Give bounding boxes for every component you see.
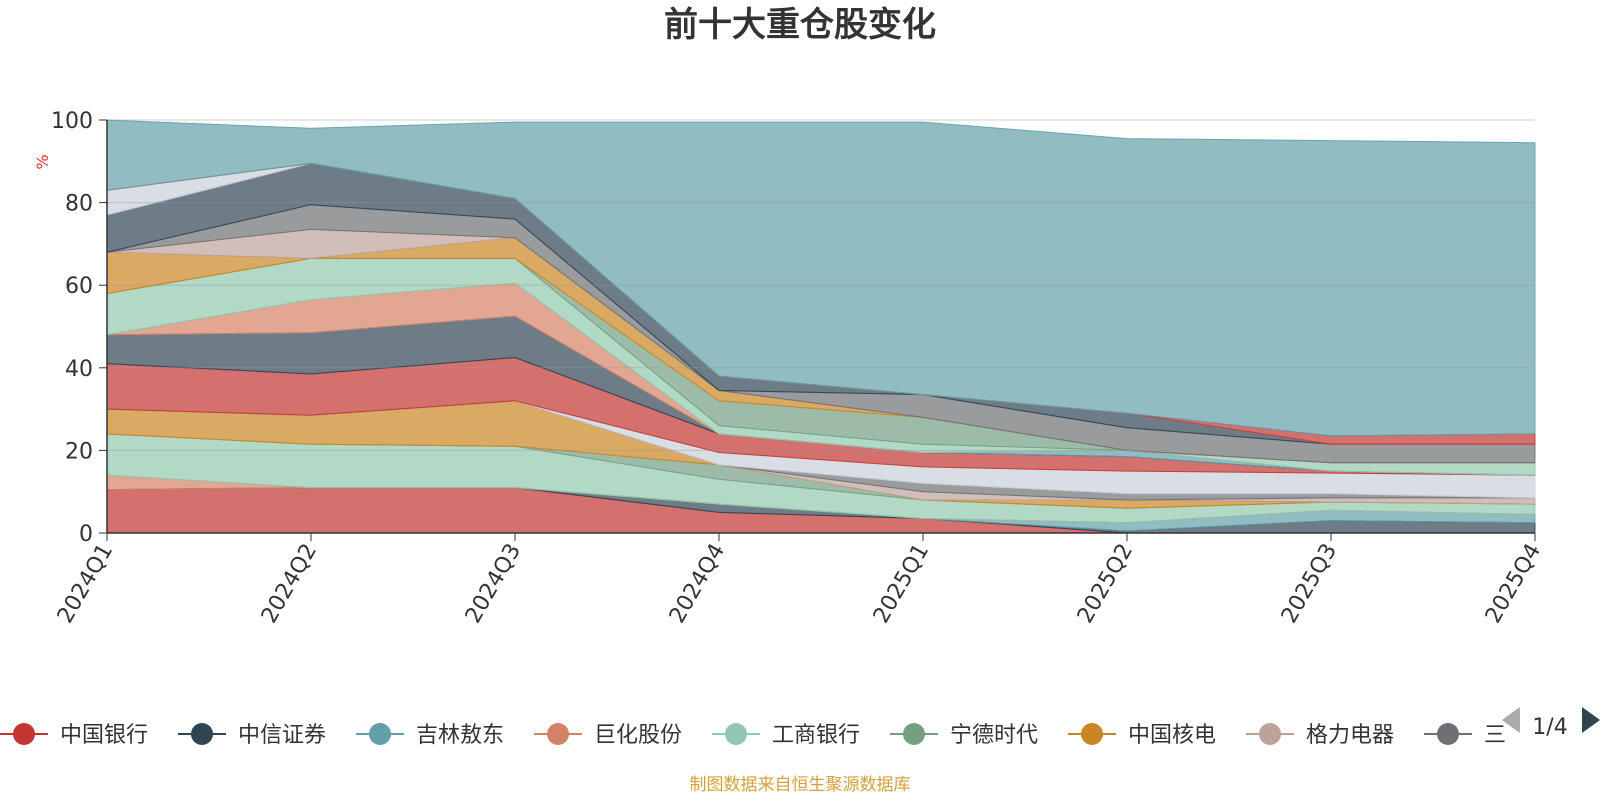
y-tick-label-3: 60	[65, 274, 93, 299]
x-tick-label-7: 2025Q4	[1481, 540, 1546, 628]
source-note: 制图数据来自恒生聚源数据库	[690, 775, 911, 795]
x-tick-labels: 2024Q1 2024Q2 2024Q3 2024Q4 2025Q1 2025Q2 2025…	[53, 540, 1546, 628]
legend-label: 宁德时代	[950, 723, 1038, 748]
legend-item-4[interactable]: 工商银行	[712, 723, 860, 748]
x-tick-label-2: 2024Q3	[461, 540, 526, 628]
legend-marker-icon	[191, 723, 213, 745]
legend-label: 三	[1484, 723, 1506, 748]
chart-title: 前十大重仓股变化	[664, 5, 936, 45]
legend-label: 巨化股份	[594, 723, 682, 748]
y-tick-label-0: 0	[79, 522, 93, 547]
y-tick-label-2: 40	[65, 357, 93, 382]
legend-label: 中信证券	[238, 723, 326, 748]
legend-marker-icon	[1259, 723, 1281, 745]
x-tick-label-5: 2025Q2	[1073, 540, 1138, 628]
next-page-icon[interactable]	[1582, 707, 1600, 733]
x-tick-label-1: 2024Q2	[257, 540, 322, 628]
legend-item-0[interactable]: 中国银行	[0, 723, 148, 748]
x-tick-label-6: 2025Q3	[1277, 540, 1342, 628]
axes	[106, 120, 1536, 541]
legend-item-3[interactable]: 巨化股份	[534, 723, 682, 748]
legend-marker-icon	[369, 723, 391, 745]
y-tick-label-5: 100	[51, 109, 93, 134]
legend-item-7[interactable]: 格力电器	[1246, 723, 1394, 748]
legend-marker-icon	[725, 723, 747, 745]
legend-pager: 1/4	[1502, 707, 1600, 740]
y-axis-unit: %	[33, 154, 52, 169]
legend-marker-icon	[903, 723, 925, 745]
legend-page-indicator: 1/4	[1532, 715, 1567, 740]
legend-marker-icon	[1081, 723, 1103, 745]
legend-label: 工商银行	[772, 723, 860, 748]
legend-item-8[interactable]: 三	[1424, 723, 1506, 748]
prev-page-icon[interactable]	[1502, 707, 1520, 733]
legend-marker-icon	[547, 723, 569, 745]
legend-item-1[interactable]: 中信证券	[178, 723, 326, 748]
legend-label: 中国银行	[60, 723, 148, 748]
legend-marker-icon	[1437, 723, 1459, 745]
legend-item-5[interactable]: 宁德时代	[890, 723, 1038, 748]
y-tick-label-1: 20	[65, 439, 93, 464]
legend-label: 格力电器	[1306, 723, 1394, 748]
legend: 中国银行 中信证券 吉林敖东 巨化股份 工商银行 宁德时代 中国核电 格力电器 三	[0, 723, 1506, 748]
x-tick-label-4: 2025Q1	[869, 540, 934, 628]
x-tick-label-3: 2024Q4	[665, 540, 730, 628]
legend-item-2[interactable]: 吉林敖东	[356, 723, 504, 748]
x-tick-label-0: 2024Q1	[53, 540, 118, 628]
area-series-22[interactable]	[106, 119, 1536, 437]
legend-label: 中国核电	[1128, 723, 1216, 748]
legend-marker-icon	[13, 723, 35, 745]
legend-label: 吉林敖东	[416, 723, 504, 748]
stacked-areas	[106, 119, 1536, 534]
legend-item-6[interactable]: 中国核电	[1068, 723, 1216, 748]
grid-lines	[99, 119, 1535, 534]
y-tick-labels: 0 20 40 60 80 100	[51, 109, 93, 547]
y-tick-label-4: 80	[65, 192, 93, 217]
